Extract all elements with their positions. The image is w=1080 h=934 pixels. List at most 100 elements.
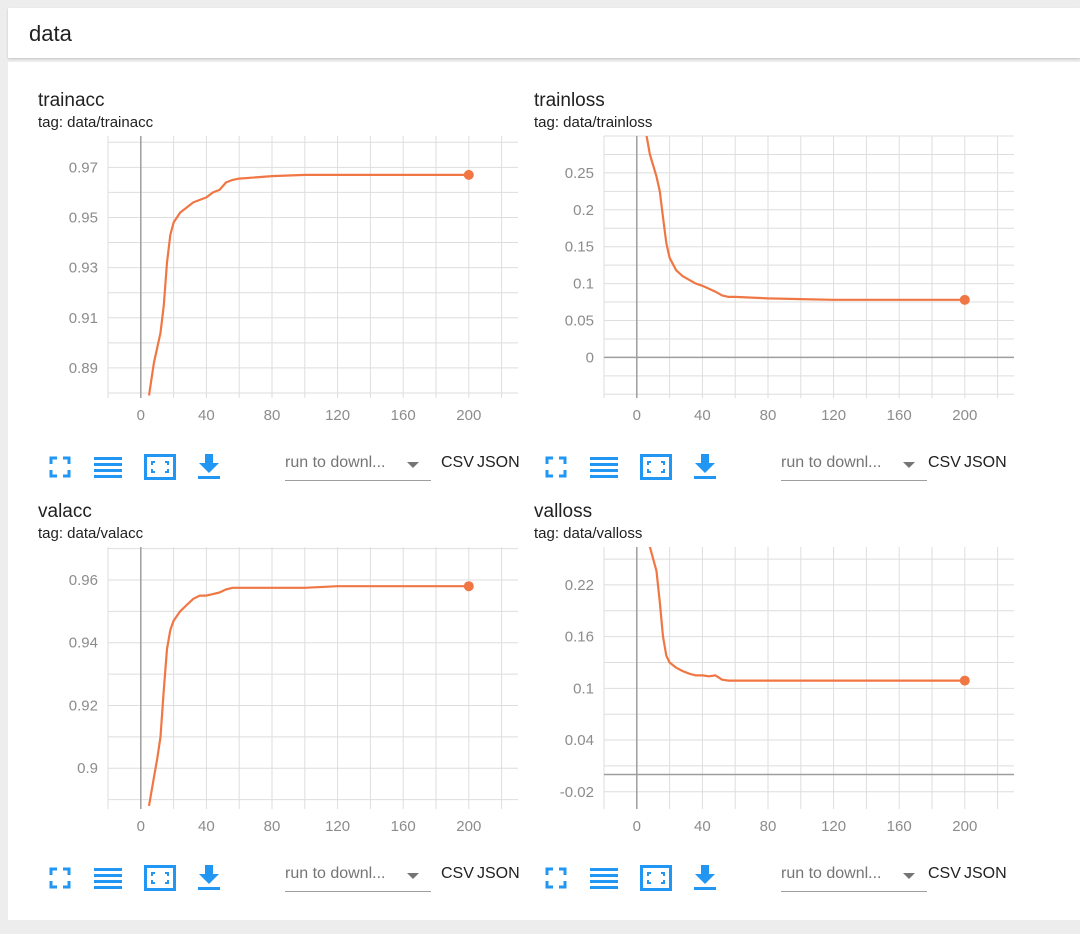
chart-card-valacc: valacc tag: data/valacc 0.9 0.92 0.94 0.96 0… xyxy=(38,501,533,911)
x-tick-label: 120 xyxy=(325,407,350,424)
csv-link[interactable]: CSV xyxy=(441,454,474,471)
toggle-log-button[interactable] xyxy=(91,863,125,893)
csv-link[interactable]: CSV xyxy=(928,454,961,471)
list-icon xyxy=(590,457,618,478)
json-link[interactable]: JSON xyxy=(964,454,1007,471)
fullscreen-button[interactable] xyxy=(143,863,177,893)
fit-icon xyxy=(545,456,567,478)
run-select[interactable]: run to downl... xyxy=(781,861,927,892)
fit-domain-button[interactable] xyxy=(539,863,573,893)
charts-panel: trainacc tag: data/trainacc 0.89 0.91 0.93… xyxy=(8,62,1080,920)
x-tick-label: 200 xyxy=(456,818,481,835)
fit-icon xyxy=(49,867,71,889)
x-tick-label: 40 xyxy=(694,407,711,424)
fit-domain-button[interactable] xyxy=(539,452,573,482)
chart-card-valloss: valloss tag: data/valloss -0.02 0.04 0.1 0.… xyxy=(534,501,1029,911)
y-tick-label: -0.02 xyxy=(560,784,594,801)
fit-icon xyxy=(49,456,71,478)
toggle-log-button[interactable] xyxy=(587,863,621,893)
list-icon xyxy=(94,457,122,478)
download-icon xyxy=(694,454,716,479)
toggle-log-button[interactable] xyxy=(91,452,125,482)
chart-tag: tag: data/valloss xyxy=(534,525,643,542)
chart-title: trainloss xyxy=(534,90,605,111)
y-tick-label: 0.22 xyxy=(565,577,594,594)
chart-card-trainacc: trainacc tag: data/trainacc 0.89 0.91 0.93… xyxy=(38,90,533,500)
grid xyxy=(107,547,518,809)
json-link[interactable]: JSON xyxy=(477,454,520,471)
x-tick-label: 160 xyxy=(887,818,912,835)
run-select-placeholder: run to downl... xyxy=(781,865,882,882)
y-tick-label: 0.97 xyxy=(69,159,98,176)
run-select-placeholder: run to downl... xyxy=(781,454,882,471)
line-chart[interactable]: 0 0.05 0.1 0.15 0.2 0.25 0 40 80 120 160 200 xyxy=(534,130,1029,440)
toggle-log-button[interactable] xyxy=(587,452,621,482)
csv-link[interactable]: CSV xyxy=(441,865,474,882)
fullscreen-icon xyxy=(640,865,672,891)
series-line xyxy=(648,547,965,682)
x-tick-label: 120 xyxy=(821,407,846,424)
x-tick-label: 200 xyxy=(456,407,481,424)
line-chart[interactable]: -0.02 0.04 0.1 0.16 0.22 0 40 80 120 160 200 xyxy=(534,541,1029,851)
dropdown-arrow-icon xyxy=(903,462,915,468)
chart-tag: tag: data/trainloss xyxy=(534,114,653,131)
fit-domain-button[interactable] xyxy=(43,863,77,893)
x-tick-label: 160 xyxy=(391,407,416,424)
x-tick-label: 200 xyxy=(952,818,977,835)
list-icon xyxy=(94,868,122,889)
download-button[interactable] xyxy=(688,452,722,482)
chart-toolbar: run to downl... CSV JSON xyxy=(38,851,533,901)
y-tick-label: 0.2 xyxy=(573,202,594,219)
series-line xyxy=(147,585,469,807)
run-select[interactable]: run to downl... xyxy=(781,450,927,481)
fullscreen-button[interactable] xyxy=(639,863,673,893)
json-link[interactable]: JSON xyxy=(477,865,520,882)
csv-link[interactable]: CSV xyxy=(928,865,961,882)
y-tick-label: 0.94 xyxy=(69,635,98,652)
json-link[interactable]: JSON xyxy=(964,865,1007,882)
y-tick-label: 0 xyxy=(586,349,594,366)
line-chart[interactable]: 0.9 0.92 0.94 0.96 0 40 80 120 160 200 xyxy=(38,541,533,851)
y-tick-label: 0.9 xyxy=(77,760,98,777)
run-select-placeholder: run to downl... xyxy=(285,454,386,471)
y-tick-label: 0.1 xyxy=(573,680,594,697)
x-tick-label: 160 xyxy=(391,818,416,835)
chart-tag: tag: data/valacc xyxy=(38,525,144,542)
download-button[interactable] xyxy=(192,863,226,893)
y-tick-label: 0.16 xyxy=(565,629,594,646)
y-tick-label: 0.89 xyxy=(69,360,98,377)
chart-toolbar: run to downl... CSV JSON xyxy=(38,440,533,490)
download-button[interactable] xyxy=(688,863,722,893)
y-tick-label: 0.15 xyxy=(565,239,594,256)
x-tick-label: 0 xyxy=(633,818,641,835)
line-chart[interactable]: 0.89 0.91 0.93 0.95 0.97 0 40 80 120 160 200 xyxy=(38,130,533,440)
fit-icon xyxy=(545,867,567,889)
fullscreen-button[interactable] xyxy=(143,452,177,482)
fullscreen-button[interactable] xyxy=(639,452,673,482)
page-title: data xyxy=(29,21,72,46)
page-header: data xyxy=(8,8,1080,58)
fit-domain-button[interactable] xyxy=(43,452,77,482)
chart-title: valloss xyxy=(534,501,593,522)
chart-toolbar: run to downl... CSV JSON xyxy=(534,851,1029,901)
x-tick-label: 160 xyxy=(887,407,912,424)
y-tick-label: 0.1 xyxy=(573,276,594,293)
x-tick-label: 80 xyxy=(760,407,777,424)
download-button[interactable] xyxy=(192,452,226,482)
x-tick-label: 0 xyxy=(137,407,145,424)
download-icon xyxy=(198,865,220,890)
series-line xyxy=(645,136,965,301)
download-icon xyxy=(694,865,716,890)
last-point-marker xyxy=(463,581,474,592)
x-tick-label: 120 xyxy=(821,818,846,835)
y-tick-label: 0.92 xyxy=(69,697,98,714)
dropdown-arrow-icon xyxy=(407,873,419,879)
y-tick-label: 0.25 xyxy=(565,165,594,182)
run-select[interactable]: run to downl... xyxy=(285,450,431,481)
x-tick-label: 120 xyxy=(325,818,350,835)
y-tick-label: 0.93 xyxy=(69,260,98,277)
fullscreen-icon xyxy=(640,454,672,480)
run-select[interactable]: run to downl... xyxy=(285,861,431,892)
x-tick-label: 40 xyxy=(198,818,215,835)
chart-card-trainloss: trainloss tag: data/trainloss 0 0.05 0.1 0.… xyxy=(534,90,1029,500)
